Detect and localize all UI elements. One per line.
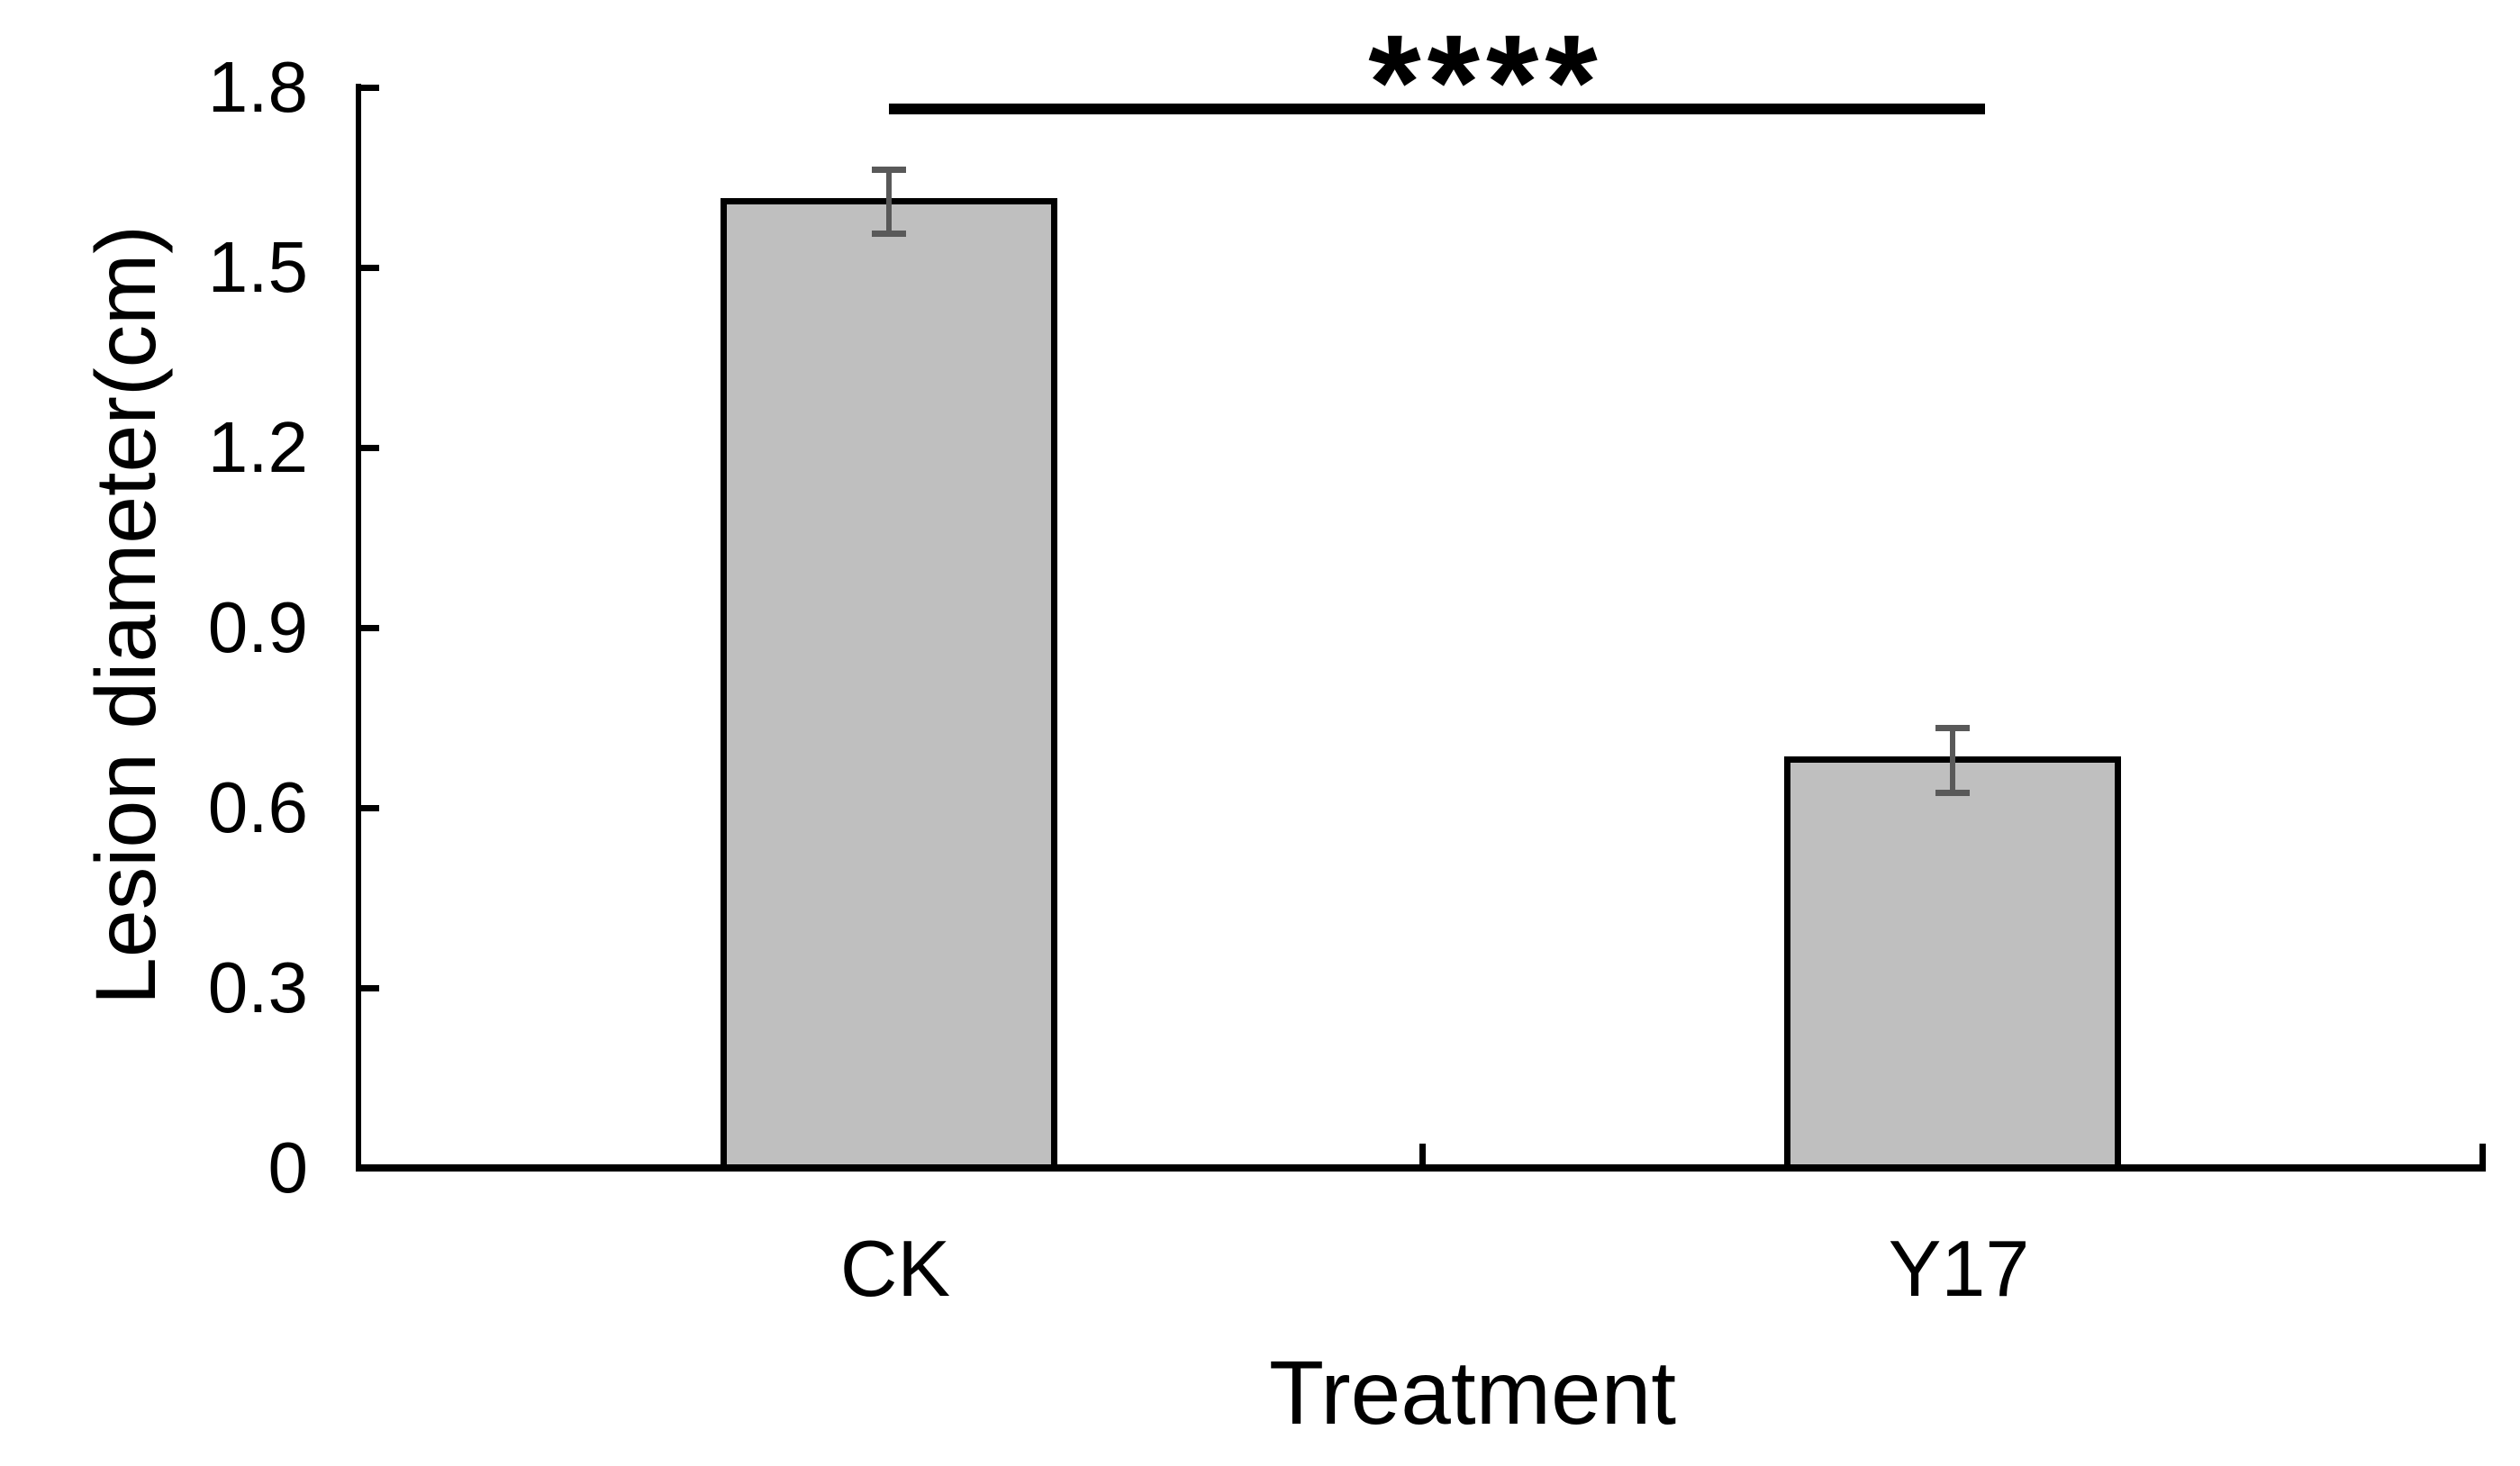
x-axis-line xyxy=(356,1164,2486,1172)
y-tick-0.6 xyxy=(361,805,379,811)
y-tick-label-1.5: 1.5 xyxy=(207,227,308,307)
y-tick-1.5 xyxy=(361,265,379,271)
y-tick-label-0: 0 xyxy=(267,1127,309,1208)
y-tick-label-1.2: 1.2 xyxy=(207,407,308,487)
x-category-label-ck: CK xyxy=(839,1224,951,1313)
x-axis-title: Treatment xyxy=(1268,1343,1676,1443)
error-bar-cap-bottom-ck xyxy=(872,231,906,237)
error-bar-line-ck xyxy=(886,169,892,233)
y-axis-line xyxy=(356,84,361,1172)
error-bar-cap-top-y17 xyxy=(1935,724,1970,731)
x-tick-1 xyxy=(2479,1144,2486,1165)
x-category-label-y17: Y17 xyxy=(1888,1224,2030,1313)
y-tick-label-0.3: 0.3 xyxy=(207,947,308,1027)
error-bar-cap-bottom-y17 xyxy=(1935,789,1970,796)
significance-asterisks: **** xyxy=(1368,6,1604,158)
y-tick-0.3 xyxy=(361,985,379,991)
bar-ck xyxy=(721,197,1057,1172)
x-tick-0 xyxy=(1419,1144,1426,1165)
bar-y17 xyxy=(1784,756,2121,1172)
y-tick-label-0.9: 0.9 xyxy=(207,587,308,667)
y-tick-1.2 xyxy=(361,445,379,451)
y-tick-label-0.6: 0.6 xyxy=(207,767,308,847)
error-bar-line-y17 xyxy=(1950,727,1955,792)
y-tick-0.9 xyxy=(361,625,379,631)
y-tick-label-1.8: 1.8 xyxy=(207,47,308,127)
error-bar-cap-top-ck xyxy=(872,167,906,174)
significance-line xyxy=(889,104,1985,114)
y-tick-1.8 xyxy=(361,85,379,91)
